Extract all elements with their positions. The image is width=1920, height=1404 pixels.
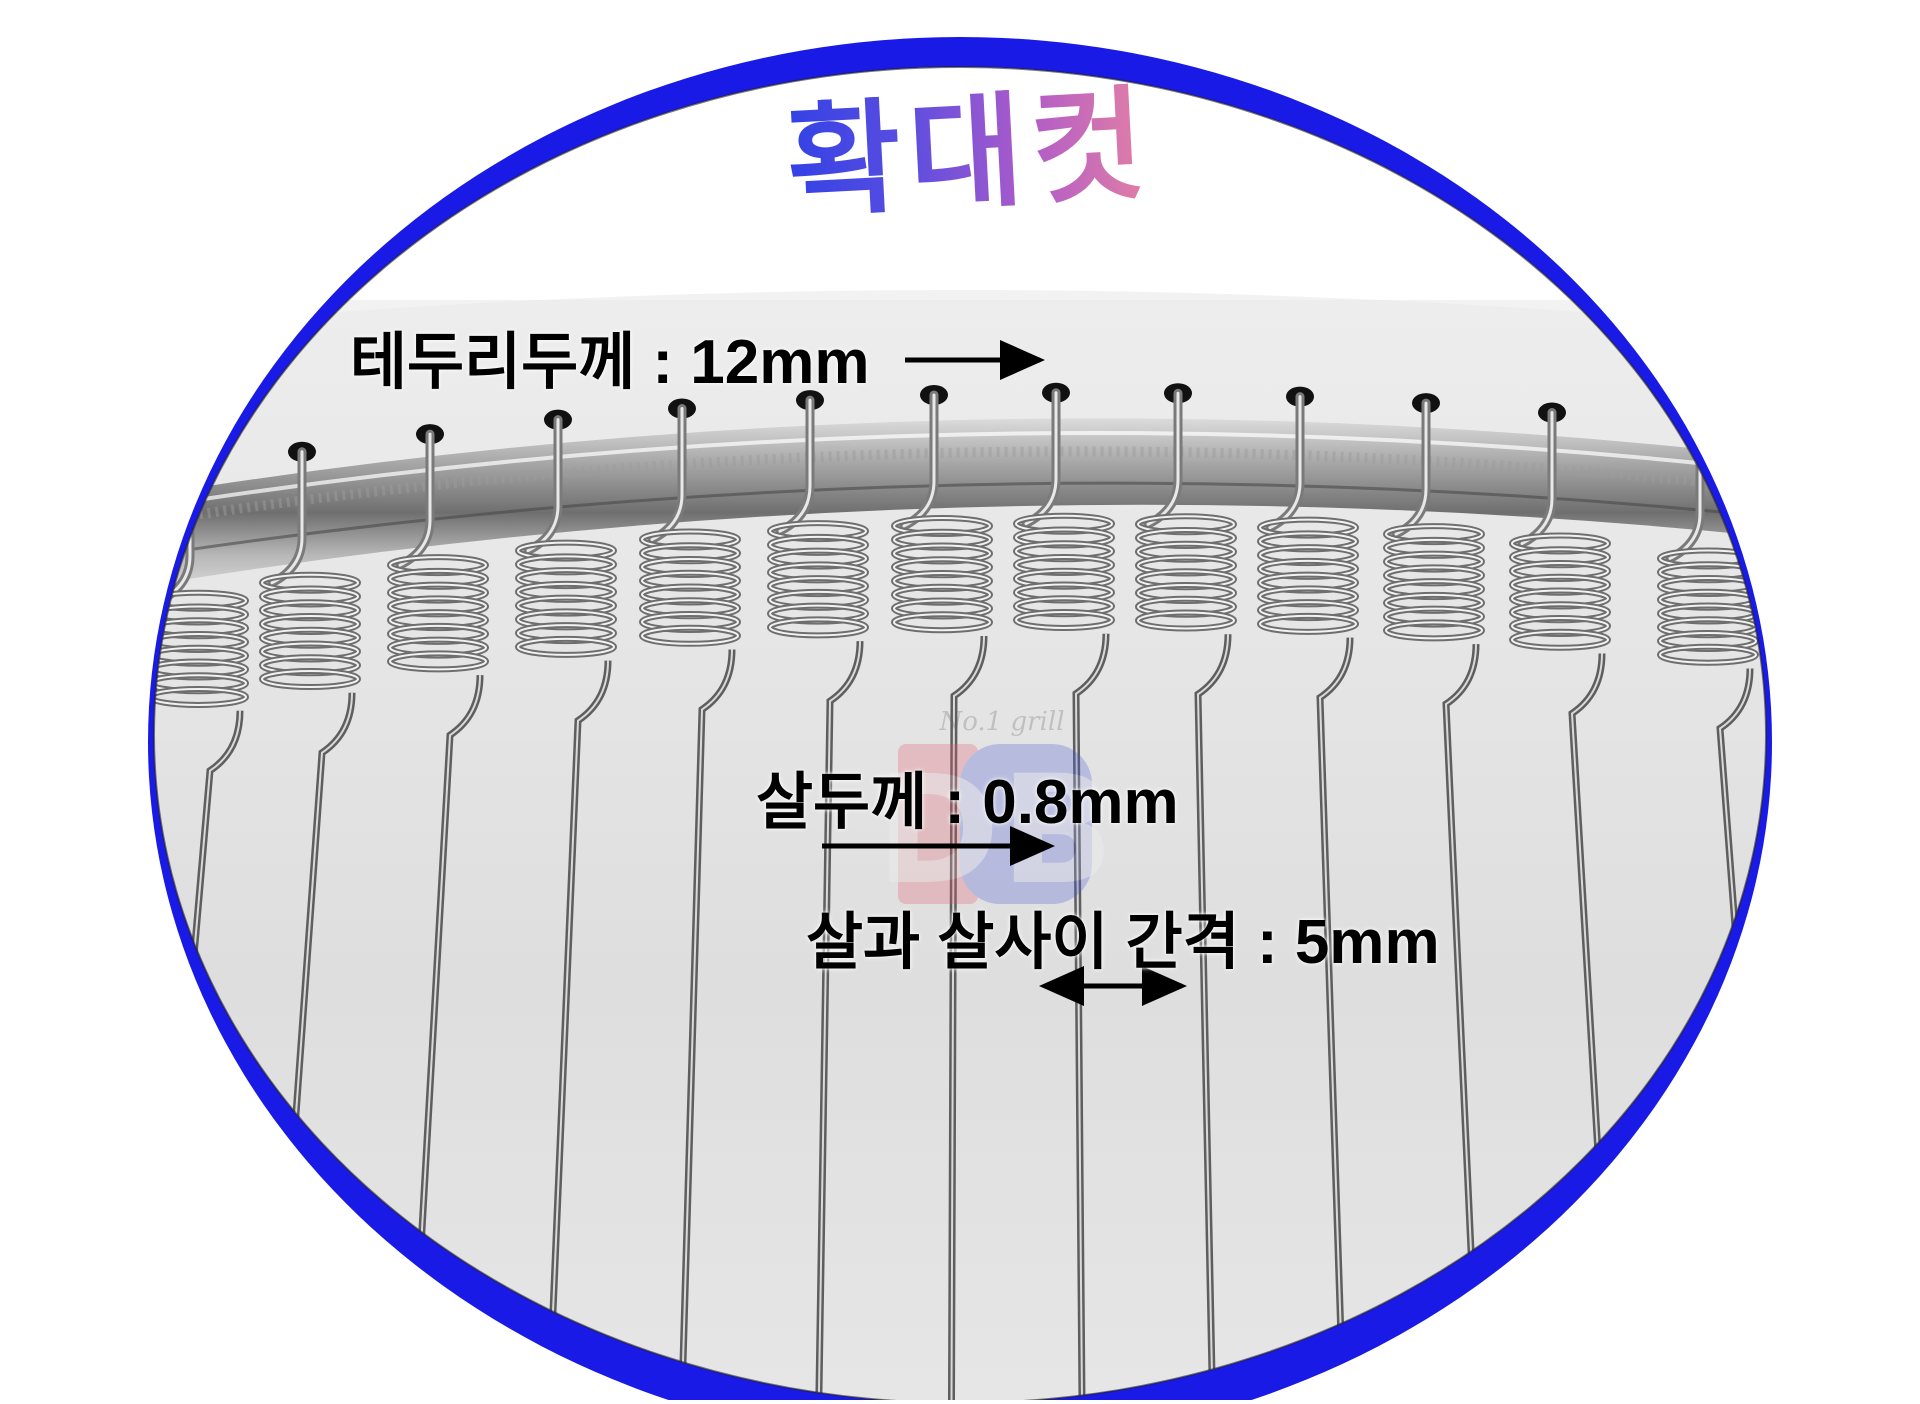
page-title: 확대컷 xyxy=(757,73,1183,236)
wire-2 xyxy=(259,441,361,1401)
grill-rim xyxy=(154,418,1766,590)
rim-thickness-label: 테두리두께 : 12mm xyxy=(350,328,870,397)
wire-6 xyxy=(767,390,869,1401)
wire-8 xyxy=(1013,382,1115,1401)
wire-7 xyxy=(891,384,993,1401)
watermark-letters: DB xyxy=(876,744,1115,918)
watermark-logo: DB No.1 grill xyxy=(876,707,1115,918)
wire-4 xyxy=(515,409,617,1401)
wire-thickness-label: 살두께 : 0.8mm xyxy=(756,768,1179,837)
wire-gap-label: 살과 살사이 간격 : 5mm xyxy=(806,908,1440,977)
grill-wires xyxy=(154,382,1766,1401)
wire-3 xyxy=(387,424,489,1401)
wire-9 xyxy=(1135,383,1237,1401)
wire-10 xyxy=(1257,386,1359,1401)
wire-5 xyxy=(639,398,741,1401)
wire-11 xyxy=(1383,393,1485,1401)
wire-12 xyxy=(1509,402,1617,1401)
watermark-text: No.1 grill xyxy=(938,707,1064,737)
